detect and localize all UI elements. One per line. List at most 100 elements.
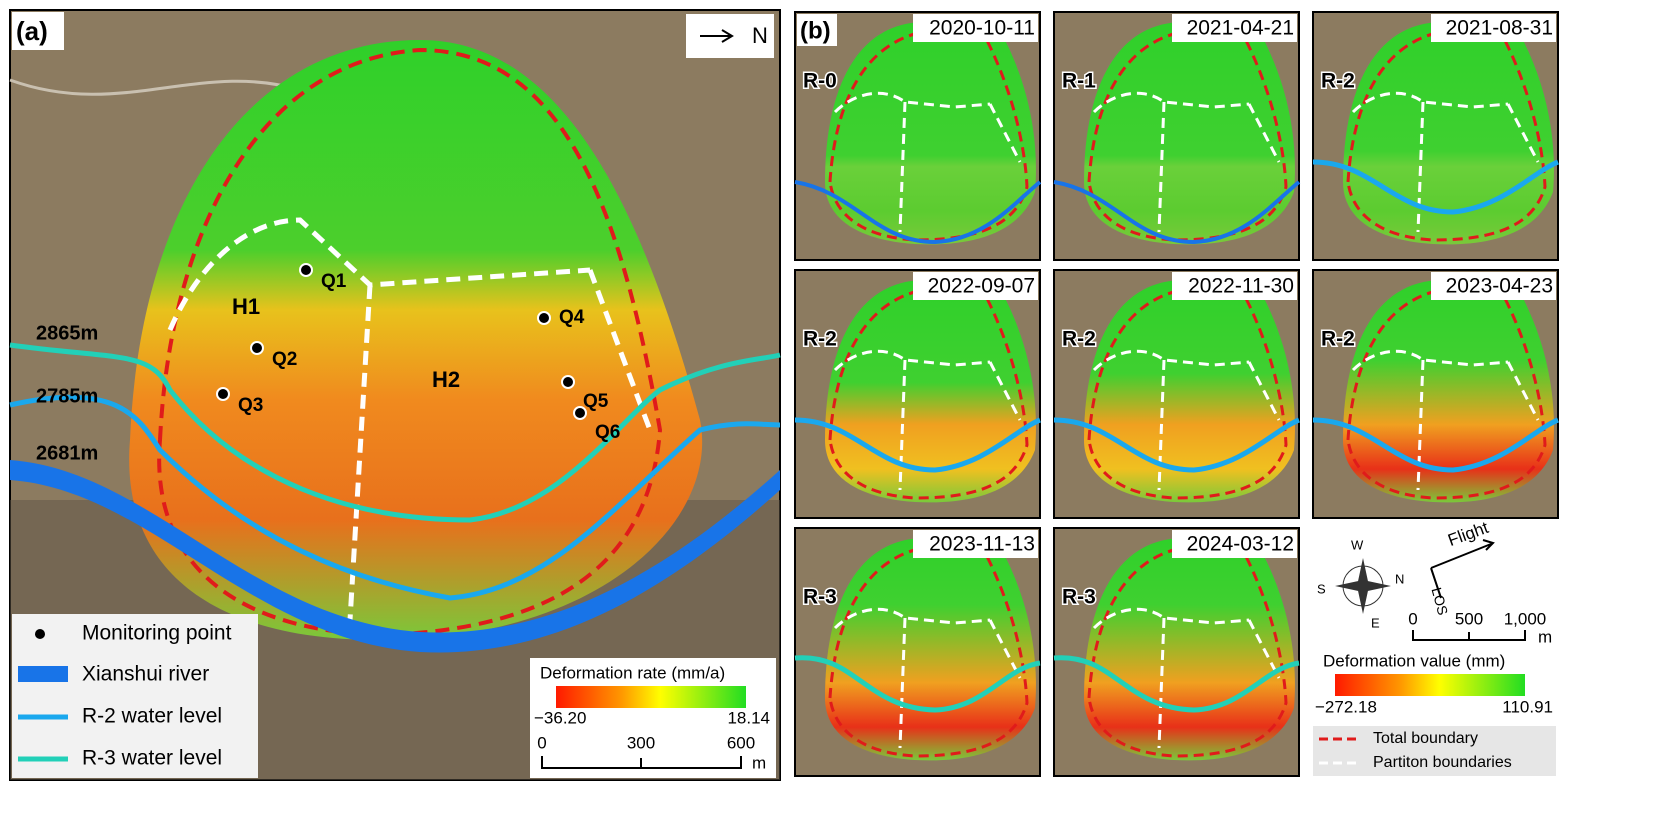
map-thumbnail: 2022-11-30 R-2 (1053, 269, 1300, 519)
stage-label: R-3 (803, 586, 837, 609)
monitoring-point (250, 341, 264, 355)
date-box (1172, 530, 1297, 558)
total-boundary (828, 542, 1029, 758)
monitoring-point (573, 406, 587, 420)
legend-label: R-3 water level (82, 747, 222, 770)
deformation-area (1084, 280, 1295, 503)
map-thumbnail: 2022-09-07 R-2 (794, 269, 1041, 519)
scale-bar (1412, 630, 1526, 641)
date-label: 2020-10-11 (929, 17, 1035, 40)
scale-unit: m (752, 753, 766, 772)
stage-label: R-1 (1062, 70, 1096, 93)
legend-river (18, 666, 68, 682)
compass-rose (1335, 558, 1391, 614)
deformation-area (825, 280, 1036, 503)
colorbar-min: −272.18 (1315, 697, 1377, 716)
deformation-area (129, 40, 703, 640)
compass-label: W (1351, 537, 1364, 552)
r3-water-level (9, 342, 781, 523)
r2-water-level (1312, 417, 1559, 473)
scale-tick: 0 (537, 733, 546, 752)
map-thumbnail: 2021-08-31 R-2 (1312, 11, 1559, 261)
legend-point (35, 629, 45, 639)
scale-tick: 500 (1455, 609, 1483, 628)
colorbar-max: 18.14 (727, 708, 770, 727)
stage-label: R-2 (1321, 70, 1355, 93)
stage-label: R-2 (1062, 328, 1096, 351)
date-box (1172, 272, 1297, 300)
legend-label: Partiton boundaries (1373, 754, 1512, 771)
partition-boundary (833, 91, 1022, 233)
total-boundary (1087, 542, 1288, 758)
date-label: 2021-04-21 (1187, 17, 1294, 40)
deformation-area (1084, 538, 1295, 761)
partition-boundary (1351, 349, 1540, 491)
map-thumbnail: 2023-11-13 R-3 (794, 527, 1041, 777)
north-label: N (752, 23, 768, 48)
map-thumbnail: 2020-10-11 R-0 (794, 11, 1042, 261)
legend-label: Monitoring point (82, 622, 232, 645)
total-boundary (828, 284, 1029, 500)
colorbar (556, 686, 746, 708)
deformation-area (825, 538, 1036, 761)
date-label: 2023-11-13 (929, 533, 1035, 556)
compass-label: S (1317, 581, 1326, 596)
colorbar-title: Deformation rate (mm/a) (540, 663, 725, 682)
deformation-area (825, 22, 1036, 245)
elevation-label: 2785m (36, 385, 98, 407)
stage-label: R-3 (1062, 586, 1096, 609)
monitoring-point (561, 375, 575, 389)
colorbar-box (530, 658, 776, 778)
legend-box (12, 614, 258, 778)
zone-label: H2 (432, 367, 460, 392)
zone-label: H1 (232, 294, 260, 319)
river (794, 180, 1042, 245)
compass-label: E (1371, 615, 1380, 630)
partition-boundary (833, 607, 1022, 749)
monitoring-points: Q1 Q2 Q3 Q4 Q5 Q6 (216, 263, 620, 443)
los-label: LOS (1429, 586, 1452, 617)
panel-label: (b) (800, 17, 831, 44)
deformation-area (1084, 22, 1295, 245)
r2-water-level (1053, 417, 1300, 473)
total-boundary (828, 26, 1029, 242)
scale-tick: 0 (1408, 609, 1417, 628)
r3-water-level (794, 655, 1041, 713)
monitoring-point (216, 387, 230, 401)
colorbar (1335, 674, 1525, 696)
date-label: 2021-08-31 (1446, 17, 1553, 40)
date-label: 2023-04-23 (1446, 275, 1553, 298)
date-box (913, 530, 1038, 558)
elevation-label: 2865m (36, 322, 98, 344)
point-label: Q3 (238, 395, 263, 416)
scale-tick: 600 (727, 733, 755, 752)
total-boundary (1346, 284, 1547, 500)
map-thumbnail: 2023-04-23 R-2 (1312, 269, 1559, 519)
scale-tick: 300 (627, 733, 655, 752)
xianshui-river (10, 460, 780, 653)
point-label: Q4 (559, 307, 585, 328)
total-boundary (157, 47, 663, 638)
point-label: Q5 (583, 391, 609, 412)
partition-boundary (1092, 91, 1281, 233)
road (9, 78, 301, 96)
r2-water-level (794, 417, 1041, 473)
label-box (797, 14, 837, 46)
map-thumbnail: 2024-03-12 R-3 (1053, 527, 1300, 777)
colorbar-title: Deformation value (mm) (1323, 651, 1505, 670)
map-thumbnail: 2021-04-21 R-1 (1053, 11, 1301, 261)
deformation-area (1343, 22, 1554, 245)
partition-boundary (833, 349, 1022, 491)
colorbar-min: −36.20 (534, 708, 586, 727)
r3-water-level (1053, 655, 1300, 713)
colorbar-max: 110.91 (1502, 697, 1553, 716)
legend-label: Total boundary (1373, 730, 1478, 747)
deformation-area (1343, 280, 1554, 503)
partition-boundary (1092, 349, 1281, 491)
scale-unit: m (1538, 627, 1552, 646)
point-label: Q1 (321, 271, 347, 292)
total-boundary (1087, 284, 1288, 500)
date-box (1431, 272, 1556, 300)
stage-label: R-2 (803, 328, 837, 351)
